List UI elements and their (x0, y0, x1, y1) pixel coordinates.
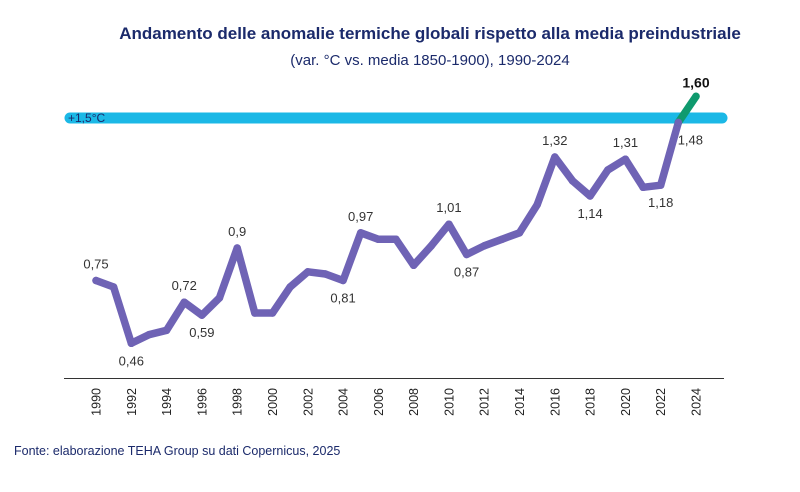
data-label-1992: 0,46 (119, 353, 144, 368)
data-label-2016: 1,32 (542, 133, 567, 148)
source-note: Fonte: elaborazione TEHA Group su dati C… (14, 444, 341, 458)
x-tick-label-1996: 1996 (195, 388, 209, 416)
data-point-1990 (92, 276, 100, 285)
x-tick-label-2024: 2024 (690, 388, 704, 416)
data-point-2014 (515, 229, 524, 237)
data-point-2010 (445, 220, 453, 228)
data-point-1994 (162, 326, 171, 335)
data-label-1998: 0,9 (228, 224, 246, 239)
data-point-2012 (480, 242, 488, 250)
data-point-2005 (357, 229, 365, 237)
data-label-2018: 1,14 (577, 206, 602, 221)
data-point-2013 (498, 235, 506, 244)
series-line-anomalia (92, 118, 683, 348)
data-point-1997 (215, 294, 224, 302)
data-label-2023: 1,48 (678, 132, 703, 147)
data-label-2011: 0,87 (454, 265, 479, 280)
data-point-2020 (621, 155, 630, 163)
x-tick-label-2022: 2022 (654, 388, 668, 416)
data-point-1998 (233, 244, 241, 252)
data-label-2024: 1,60 (682, 74, 709, 90)
x-tick-label-1998: 1998 (231, 388, 245, 416)
data-point-2003 (321, 270, 330, 278)
data-label-1990: 0,75 (83, 257, 108, 272)
data-point-2006 (374, 235, 383, 244)
data-point-1999 (251, 309, 259, 317)
data-point-2023 (674, 118, 683, 127)
x-tick-label-2008: 2008 (407, 388, 421, 416)
data-point-1992 (127, 339, 135, 348)
data-point-2017 (568, 177, 577, 185)
chart-title: Andamento delle anomalie termiche global… (119, 24, 741, 43)
x-tick-label-2012: 2012 (478, 388, 492, 416)
series-group (92, 92, 700, 348)
x-tick-label-2018: 2018 (584, 388, 598, 416)
data-point-2009 (427, 242, 435, 250)
data-point-2007 (392, 235, 400, 244)
x-tick-label-1994: 1994 (160, 388, 174, 416)
data-point-1993 (145, 330, 153, 339)
x-axis: 1990 1992 1994 1996 1998 2000 2002 2004 2006 2008… (64, 378, 724, 416)
data-point-2021 (639, 183, 647, 192)
x-tick-label-1992: 1992 (125, 388, 139, 416)
data-label-2005: 0,97 (348, 209, 373, 224)
data-label-2010: 1,01 (436, 200, 461, 215)
data-labels-group: 0,75 0,46 0,72 0,59 0,9 0,81 0,97 1,01 0,87 1,32 1… (83, 74, 709, 368)
data-point-2024 (692, 92, 700, 101)
chart-subtitle: (var. °C vs. media 1850-1900), 1990-2024 (290, 52, 570, 69)
x-tick-label-2020: 2020 (619, 388, 633, 416)
data-point-2001 (286, 283, 294, 291)
data-label-2022: 1,18 (648, 195, 673, 210)
data-label-1996: 0,59 (189, 325, 214, 340)
x-tick-label-2014: 2014 (513, 388, 527, 416)
threshold-group: +1,5°C (64, 111, 728, 125)
data-point-2015 (533, 200, 541, 209)
data-point-1995 (180, 298, 188, 306)
x-tick-label-2016: 2016 (548, 388, 562, 416)
data-label-2004: 0,81 (330, 291, 355, 306)
x-tick-label-2004: 2004 (337, 388, 351, 416)
threshold-label: +1,5°C (68, 111, 105, 125)
data-point-2000 (268, 309, 277, 317)
series-highlight-segment (674, 92, 700, 127)
data-label-1995: 0,72 (172, 278, 197, 293)
x-tick-label-2002: 2002 (301, 388, 315, 416)
data-point-2019 (604, 166, 612, 174)
data-point-1996 (198, 311, 206, 319)
data-point-2022 (657, 181, 665, 189)
x-tick-label-2006: 2006 (372, 388, 386, 416)
x-tick-label-1990: 1990 (90, 388, 104, 416)
data-point-1991 (109, 283, 118, 291)
x-tick-label-2000: 2000 (266, 388, 280, 416)
data-point-2008 (409, 261, 418, 270)
data-point-2016 (551, 153, 559, 161)
data-point-2018 (586, 192, 594, 200)
data-point-2004 (339, 276, 347, 285)
data-label-2020: 1,31 (613, 135, 638, 150)
data-point-2011 (462, 250, 471, 259)
data-point-2002 (304, 268, 312, 276)
x-tick-label-2010: 2010 (442, 388, 456, 416)
